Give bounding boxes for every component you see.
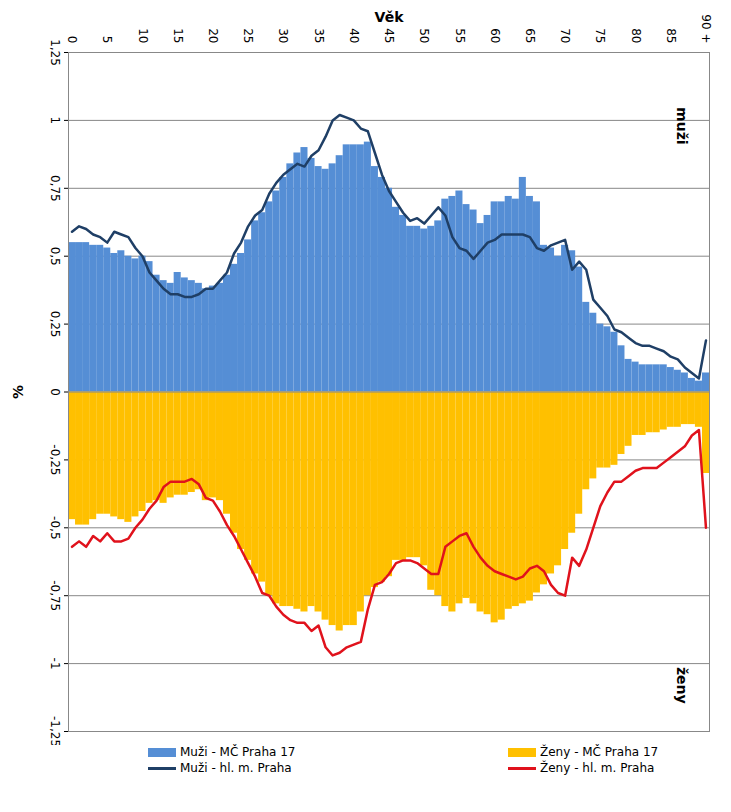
svg-text:35: 35	[312, 28, 326, 43]
html-text:Ženy - MČ Praha 17: Ženy - MČ Praha 17	[540, 745, 659, 759]
html-text:Muži - hl. m. Praha: Muži - hl. m. Praha	[180, 761, 292, 775]
svg-text:0: 0	[48, 388, 62, 396]
svg-text:5: 5	[100, 36, 114, 44]
svg-text:15: 15	[171, 28, 185, 43]
svg-text:25: 25	[241, 28, 255, 43]
svg-text:70: 70	[558, 28, 572, 43]
svg-text:-1: -1	[48, 658, 62, 670]
svg-text:-0,75: -0,75	[48, 580, 62, 611]
svg-text:85: 85	[664, 28, 678, 43]
svg-text:ženy: ženy	[674, 667, 690, 704]
svg-text:45: 45	[382, 28, 396, 43]
svg-text:Věk: Věk	[375, 9, 405, 25]
svg-text:1: 1	[48, 117, 62, 125]
svg-text:50: 50	[417, 28, 431, 43]
svg-text:%: %	[10, 385, 26, 399]
svg-text:65: 65	[523, 28, 537, 43]
svg-text:0,25: 0,25	[48, 311, 62, 338]
svg-text:55: 55	[453, 28, 467, 43]
svg-text:muži: muži	[674, 107, 690, 145]
svg-text:-0,5: -0,5	[48, 516, 62, 539]
svg-text:20: 20	[206, 28, 220, 43]
svg-text:60: 60	[488, 28, 502, 43]
svg-text:80: 80	[629, 28, 643, 43]
svg-text:-0,25: -0,25	[48, 444, 62, 475]
svg-text:10: 10	[136, 28, 150, 43]
svg-text:30: 30	[277, 28, 291, 43]
svg-text:-1,25: -1,25	[48, 716, 62, 745]
svg-text:1,25: 1,25	[48, 39, 62, 66]
html-text:Muži - MČ Praha 17: Muži - MČ Praha 17	[180, 745, 296, 759]
svg-text:90 +: 90 +	[699, 14, 713, 43]
html-text:Ženy - hl. m. Praha: Ženy - hl. m. Praha	[540, 761, 655, 775]
svg-text:0: 0	[65, 36, 79, 44]
svg-text:0,5: 0,5	[48, 247, 62, 266]
svg-text:0,75: 0,75	[48, 175, 62, 202]
svg-text:40: 40	[347, 28, 361, 43]
svg-text:75: 75	[593, 28, 607, 43]
